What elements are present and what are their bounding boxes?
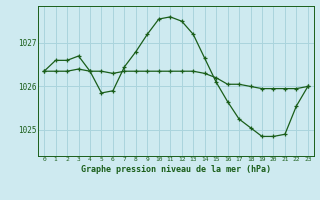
X-axis label: Graphe pression niveau de la mer (hPa): Graphe pression niveau de la mer (hPa)	[81, 165, 271, 174]
